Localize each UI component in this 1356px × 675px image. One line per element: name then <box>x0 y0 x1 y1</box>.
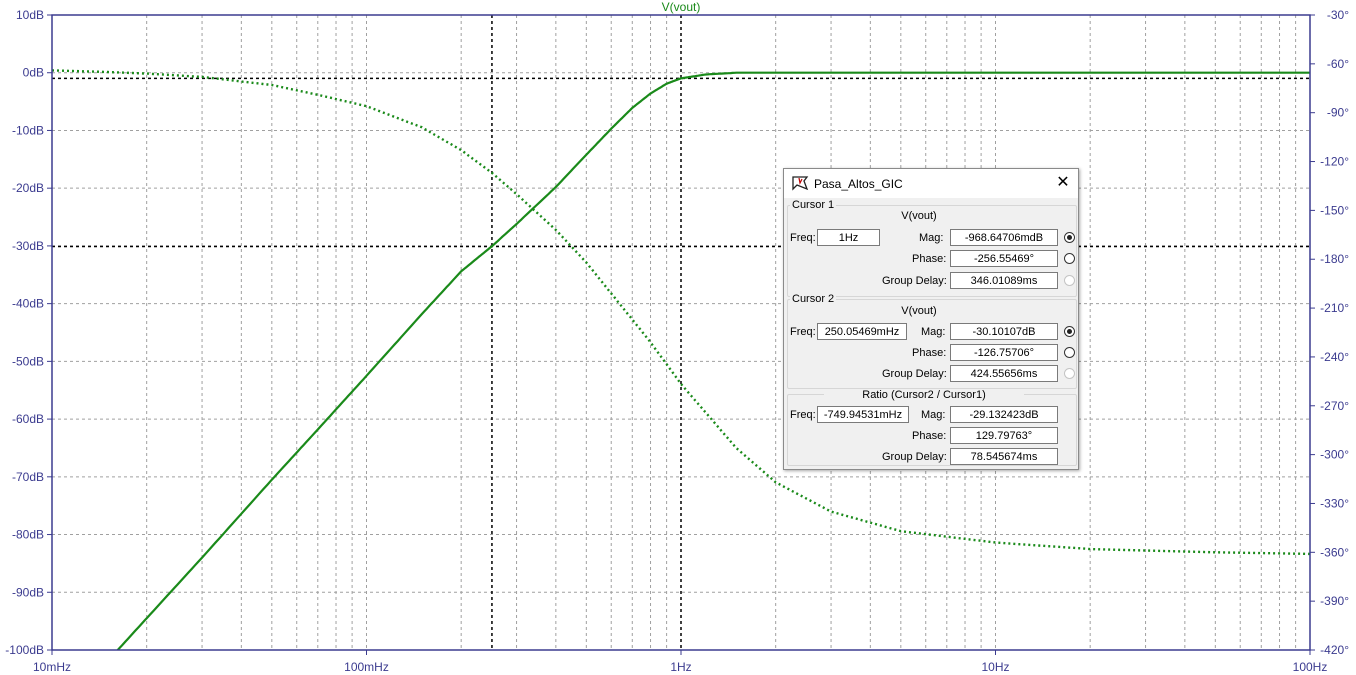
cursor2-gd-label: Group Delay: <box>882 368 947 380</box>
ratio-freq-label: Freq: <box>790 409 816 421</box>
ratio-gd-field: 78.545674ms <box>950 448 1058 465</box>
y-right-tick-label: -300° <box>1320 448 1349 462</box>
cursor2-trace: V(vout) <box>901 305 937 317</box>
cursor1-freq-label: Freq: <box>790 232 816 244</box>
x-tick-label: 1Hz <box>670 660 691 674</box>
cursor2-freq-label: Freq: <box>790 326 816 338</box>
left-axis-ticks: 10dB 0dB -10dB -20dB -30dB -40dB -50dB -60dB -70… <box>5 8 52 657</box>
cursor2-mag-field: -30.10107dB <box>950 323 1058 340</box>
close-icon[interactable]: ✕ <box>1056 174 1070 191</box>
cursor2-mag-radio[interactable] <box>1064 326 1075 337</box>
cursor1-mag-field: -968.64706mdB <box>950 229 1058 246</box>
y-right-tick-label: -150° <box>1320 203 1349 217</box>
y-right-tick-label: -120° <box>1320 155 1349 169</box>
cursor-lines[interactable] <box>52 15 1310 650</box>
cursor1-mag-label: Mag: <box>919 232 944 244</box>
y-left-tick-label: -100dB <box>5 643 44 657</box>
ratio-label: Ratio (Cursor2 / Cursor1) <box>824 389 1024 401</box>
ratio-phase-label: Phase: <box>912 430 947 442</box>
cursor2-phase-field: -126.75706° <box>950 344 1058 361</box>
y-right-tick-label: -330° <box>1320 496 1349 510</box>
cursor2-phase-radio[interactable] <box>1064 347 1075 358</box>
y-left-tick-label: -30dB <box>12 239 44 253</box>
dialog-title: Pasa_Altos_GIC <box>814 177 903 191</box>
x-tick-label: 100Hz <box>1293 660 1328 674</box>
cursor1-mag-radio[interactable] <box>1064 232 1075 243</box>
cursor1-group <box>787 205 1077 297</box>
cursor2-group <box>787 299 1077 389</box>
y-right-tick-label: -390° <box>1320 594 1349 608</box>
cursor1-gd-label: Group Delay: <box>882 275 947 287</box>
ratio-phase-field: 129.79763° <box>950 427 1058 444</box>
y-left-tick-label: 10dB <box>16 8 44 22</box>
y-right-tick-label: -270° <box>1320 399 1349 413</box>
traces <box>52 69 1310 650</box>
y-left-tick-label: -80dB <box>12 528 44 542</box>
ltspice-icon <box>792 176 809 191</box>
y-left-tick-label: 0dB <box>23 66 44 80</box>
x-tick-label: 100mHz <box>344 660 389 674</box>
y-right-tick-label: -90° <box>1327 106 1349 120</box>
cursor1-phase-field: -256.55469° <box>950 250 1058 267</box>
y-right-tick-label: -30° <box>1327 8 1349 22</box>
cursor2-gd-field: 424.55656ms <box>950 365 1058 382</box>
cursor1-label: Cursor 1 <box>790 199 837 211</box>
cursor2-phase-label: Phase: <box>912 347 947 359</box>
cursor1-gd-radio[interactable] <box>1064 275 1075 286</box>
cursor2-gd-radio[interactable] <box>1064 368 1075 379</box>
y-right-tick-label: -420° <box>1320 643 1349 657</box>
cursor2-label: Cursor 2 <box>790 293 837 305</box>
phase-trace <box>52 69 1310 556</box>
y-right-tick-label: -180° <box>1320 252 1349 266</box>
ratio-mag-field: -29.132423dB <box>950 406 1058 423</box>
cursor1-trace: V(vout) <box>901 210 937 222</box>
cursor2-freq-field[interactable]: 250.05469mHz <box>817 323 907 340</box>
cursor1-gd-field: 346.01089ms <box>950 272 1058 289</box>
cursor1-phase-radio[interactable] <box>1064 253 1075 264</box>
ratio-freq-field: -749.94531mHz <box>817 406 909 423</box>
plot-frame <box>51 14 1311 651</box>
x-axis-ticks: 10mHz 100mHz 1Hz 10Hz 100Hz <box>33 650 1327 674</box>
ratio-gd-label: Group Delay: <box>882 451 947 463</box>
y-left-tick-label: -50dB <box>12 354 44 368</box>
x-tick-label: 10Hz <box>981 660 1009 674</box>
y-right-tick-label: -210° <box>1320 301 1349 315</box>
trace-title[interactable]: V(vout) <box>662 0 701 14</box>
y-left-tick-label: -20dB <box>12 181 44 195</box>
cursor-dialog[interactable]: Pasa_Altos_GIC ✕ Cursor 1 V(vout) Freq: … <box>783 168 1079 470</box>
y-left-tick-label: -40dB <box>12 297 44 311</box>
y-left-tick-label: -90dB <box>12 585 44 599</box>
y-left-tick-label: -10dB <box>12 123 44 137</box>
grid-lines <box>52 15 1310 650</box>
ratio-mag-label: Mag: <box>921 409 946 421</box>
y-right-tick-label: -360° <box>1320 545 1349 559</box>
cursor1-freq-field[interactable]: 1Hz <box>817 229 880 246</box>
y-right-tick-label: -240° <box>1320 350 1349 364</box>
dialog-titlebar[interactable]: Pasa_Altos_GIC ✕ <box>784 169 1078 198</box>
magnitude-trace <box>116 71 1310 650</box>
y-left-tick-label: -70dB <box>12 470 44 484</box>
y-left-tick-label: -60dB <box>12 412 44 426</box>
cursor1-phase-label: Phase: <box>912 253 947 265</box>
right-axis-ticks: -30° -60° -90° -120° -150° -180° -210° -240° -27… <box>1310 8 1349 657</box>
x-tick-label: 10mHz <box>33 660 71 674</box>
cursor2-mag-label: Mag: <box>921 326 946 338</box>
y-right-tick-label: -60° <box>1327 57 1349 71</box>
